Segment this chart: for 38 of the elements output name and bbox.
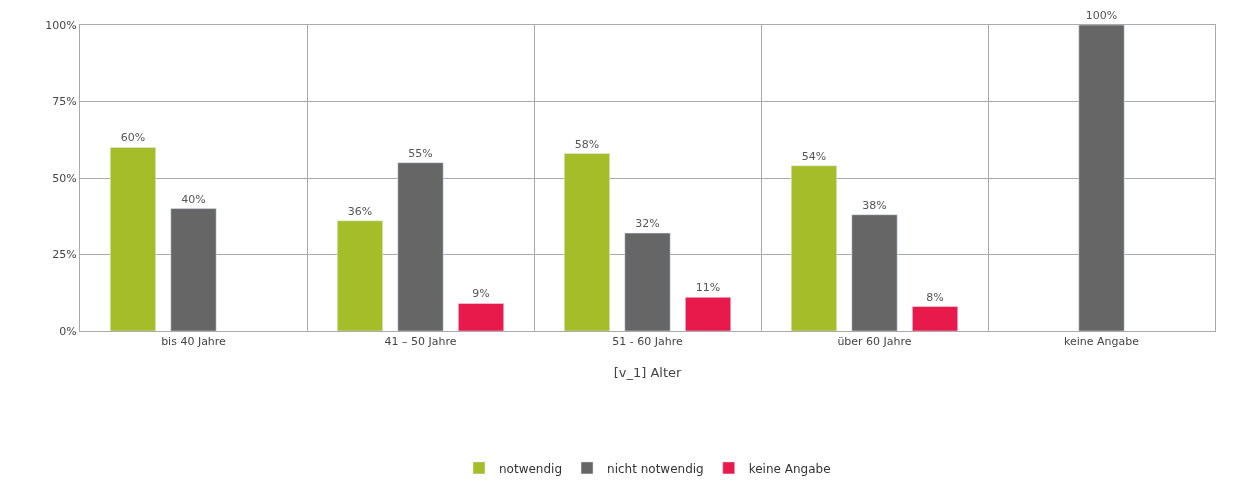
bar — [851, 214, 898, 331]
legend-label: nicht notwendig — [607, 461, 704, 476]
bar — [110, 147, 156, 331]
bar — [791, 165, 837, 331]
data-label: 58% — [574, 137, 600, 151]
legend-label: notwendig — [499, 461, 563, 476]
bar — [397, 162, 444, 331]
bar — [337, 220, 383, 331]
bar — [458, 303, 504, 331]
data-label: 8% — [926, 290, 944, 304]
x-axis-title: [v_1] Alter — [613, 364, 682, 380]
y-tick-label: 100% — [45, 18, 77, 32]
y-tick-label: 25% — [52, 248, 77, 262]
y-tick-label: 0% — [59, 324, 77, 338]
data-label: 40% — [181, 192, 206, 206]
data-label: 9% — [472, 287, 490, 301]
bar — [912, 306, 958, 331]
legend-label: keine Angabe — [748, 461, 831, 476]
data-label: 100% — [1085, 9, 1118, 22]
bar — [170, 208, 217, 331]
x-tick-label: bis 40 Jahre — [161, 335, 227, 349]
bar — [685, 297, 731, 331]
data-label: 11% — [695, 281, 721, 295]
x-tick-label: über 60 Jahre — [837, 335, 912, 349]
data-label: 54% — [801, 149, 827, 163]
bar — [564, 153, 610, 331]
x-tick-label: 51 - 60 Jahre — [612, 335, 683, 349]
data-label: 36% — [347, 204, 373, 218]
data-label: 32% — [635, 217, 660, 231]
bar — [1078, 25, 1125, 331]
y-tick-label: 50% — [52, 171, 77, 185]
x-tick-label: keine Angabe — [1063, 335, 1140, 349]
data-label: 38% — [862, 198, 887, 212]
data-label: 60% — [120, 131, 146, 145]
data-label: 55% — [408, 146, 433, 160]
y-tick-label: 75% — [52, 95, 77, 109]
x-tick-label: 41 – 50 Jahre — [384, 335, 457, 349]
bar — [624, 232, 671, 331]
